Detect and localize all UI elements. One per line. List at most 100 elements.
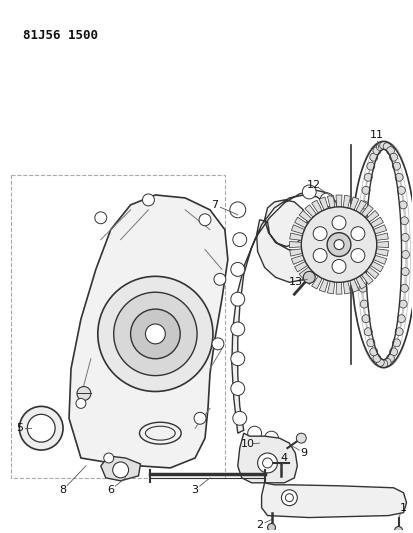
Polygon shape: [376, 241, 388, 248]
Text: 5: 5: [16, 423, 23, 433]
Polygon shape: [327, 195, 334, 208]
Circle shape: [285, 494, 293, 502]
Circle shape: [77, 386, 90, 400]
Polygon shape: [291, 255, 304, 264]
Polygon shape: [318, 197, 328, 210]
Circle shape: [214, 273, 225, 285]
Polygon shape: [289, 249, 301, 256]
Circle shape: [359, 300, 367, 308]
Text: 10: 10: [240, 439, 254, 449]
Circle shape: [247, 426, 261, 440]
Circle shape: [350, 227, 364, 240]
Circle shape: [232, 233, 246, 247]
Polygon shape: [342, 195, 350, 208]
Circle shape: [369, 154, 377, 161]
Text: 13: 13: [287, 277, 301, 287]
Polygon shape: [318, 279, 328, 292]
Circle shape: [357, 233, 365, 241]
Circle shape: [357, 251, 365, 259]
Polygon shape: [375, 249, 387, 256]
Polygon shape: [349, 279, 358, 292]
Polygon shape: [289, 241, 301, 248]
Circle shape: [379, 360, 387, 368]
Polygon shape: [370, 217, 382, 228]
Polygon shape: [355, 200, 366, 213]
Circle shape: [389, 348, 396, 356]
Polygon shape: [373, 225, 386, 234]
Circle shape: [392, 162, 399, 170]
Text: 2: 2: [255, 521, 263, 530]
Circle shape: [372, 147, 380, 155]
Circle shape: [394, 328, 402, 336]
Polygon shape: [231, 190, 338, 433]
Polygon shape: [69, 195, 227, 468]
Polygon shape: [327, 281, 334, 294]
Circle shape: [389, 154, 396, 161]
Circle shape: [230, 352, 244, 366]
Circle shape: [267, 523, 275, 531]
Circle shape: [400, 268, 408, 276]
Circle shape: [357, 268, 365, 276]
Circle shape: [104, 453, 114, 463]
Polygon shape: [299, 267, 311, 279]
Polygon shape: [366, 211, 378, 222]
Circle shape: [394, 173, 402, 181]
Circle shape: [379, 141, 387, 149]
Circle shape: [394, 527, 401, 533]
Text: 9: 9: [300, 448, 307, 458]
Polygon shape: [294, 261, 307, 272]
Circle shape: [331, 260, 345, 273]
Circle shape: [303, 271, 314, 284]
Circle shape: [230, 292, 244, 306]
Circle shape: [331, 216, 345, 230]
Polygon shape: [294, 217, 307, 228]
Text: 8: 8: [59, 484, 66, 495]
Text: 4: 4: [280, 453, 287, 463]
Circle shape: [301, 207, 376, 282]
Circle shape: [194, 413, 206, 424]
Text: 7: 7: [211, 200, 218, 210]
Circle shape: [363, 173, 371, 181]
Polygon shape: [261, 483, 406, 518]
Circle shape: [229, 202, 245, 218]
Circle shape: [375, 358, 383, 366]
Circle shape: [366, 339, 374, 347]
Polygon shape: [370, 261, 382, 272]
Circle shape: [385, 354, 394, 362]
Polygon shape: [366, 267, 378, 279]
Text: 11: 11: [369, 131, 383, 140]
Circle shape: [281, 490, 297, 506]
Circle shape: [358, 217, 366, 225]
Circle shape: [296, 433, 306, 443]
Bar: [12, 175, 224, 478]
Text: 3: 3: [191, 484, 198, 495]
Circle shape: [350, 248, 364, 262]
Circle shape: [97, 276, 212, 392]
Circle shape: [361, 314, 369, 322]
Polygon shape: [237, 433, 297, 483]
Polygon shape: [342, 281, 350, 294]
Circle shape: [232, 411, 246, 425]
Circle shape: [264, 431, 278, 445]
Circle shape: [375, 143, 383, 151]
Polygon shape: [291, 225, 304, 234]
Polygon shape: [311, 276, 321, 289]
Circle shape: [326, 233, 350, 256]
Circle shape: [366, 162, 374, 170]
Circle shape: [372, 354, 380, 362]
Polygon shape: [361, 272, 372, 285]
Polygon shape: [361, 205, 372, 217]
Circle shape: [363, 328, 371, 336]
Polygon shape: [355, 276, 366, 289]
Polygon shape: [304, 205, 316, 217]
Circle shape: [130, 309, 180, 359]
Text: 6: 6: [107, 484, 114, 495]
Circle shape: [230, 322, 244, 336]
Circle shape: [382, 143, 390, 151]
Circle shape: [145, 324, 165, 344]
Circle shape: [396, 314, 404, 322]
Circle shape: [95, 212, 107, 224]
Text: 12: 12: [306, 180, 320, 190]
Circle shape: [392, 339, 399, 347]
Circle shape: [27, 414, 55, 442]
